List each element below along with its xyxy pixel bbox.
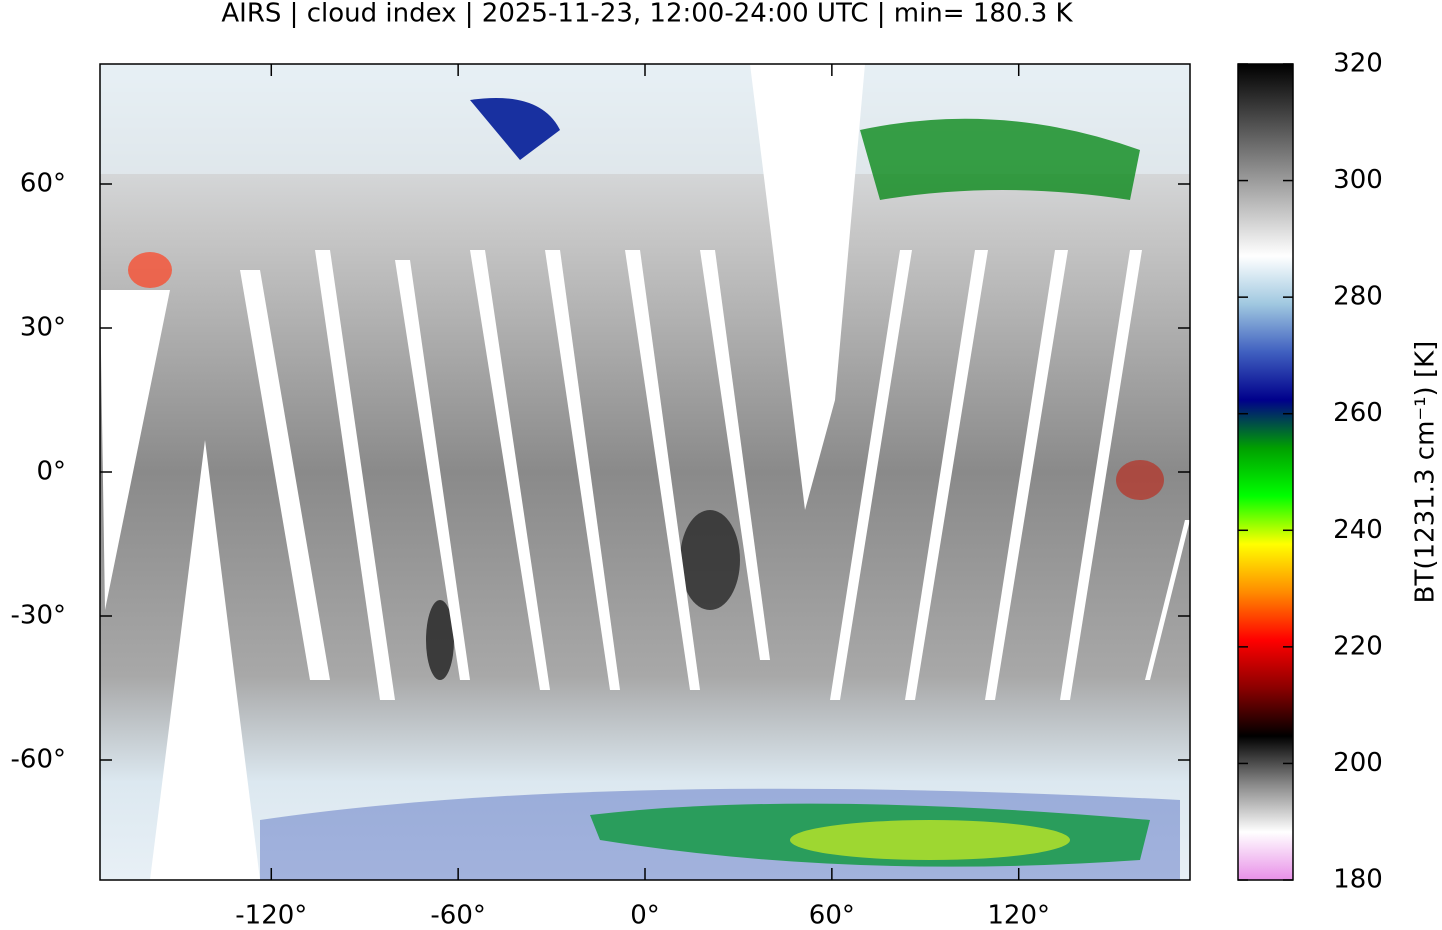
colorbar-tick-label: 300	[1333, 165, 1383, 195]
y-tick-label: -60°	[11, 745, 66, 775]
x-tick-label: 120°	[987, 901, 1050, 930]
y-tick-label: 60°	[20, 169, 66, 199]
colorbar-label: BT(1231.3 cm⁻¹) [K]	[1411, 341, 1441, 604]
colorbar-tick-label: 260	[1333, 398, 1383, 428]
x-tick-label: 0°	[630, 901, 660, 930]
colorbar-tick-label: 240	[1333, 515, 1383, 545]
colorbar-tick-label: 320	[1333, 49, 1383, 79]
colorbar-tick-label: 280	[1333, 282, 1383, 312]
x-tick-label: -60°	[430, 901, 485, 930]
x-tick-label: -120°	[235, 901, 307, 930]
x-tick-label: 60°	[809, 901, 855, 930]
colorbar	[1237, 63, 1294, 881]
colorbar-tick-label: 180	[1333, 865, 1383, 895]
chart-title: AIRS | cloud index | 2025-11-23, 12:00-2…	[221, 0, 1073, 29]
y-tick-label: -30°	[11, 601, 66, 631]
colorbar-tick-label: 200	[1333, 748, 1383, 778]
y-tick-label: 30°	[20, 313, 66, 343]
y-tick-label: 0°	[36, 457, 66, 487]
colorbar-tick-label: 220	[1333, 631, 1383, 661]
map-image	[100, 64, 1190, 880]
